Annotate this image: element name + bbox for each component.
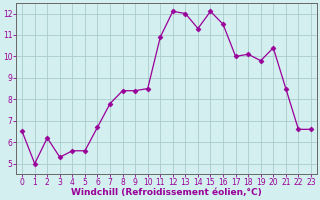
X-axis label: Windchill (Refroidissement éolien,°C): Windchill (Refroidissement éolien,°C) <box>71 188 262 197</box>
